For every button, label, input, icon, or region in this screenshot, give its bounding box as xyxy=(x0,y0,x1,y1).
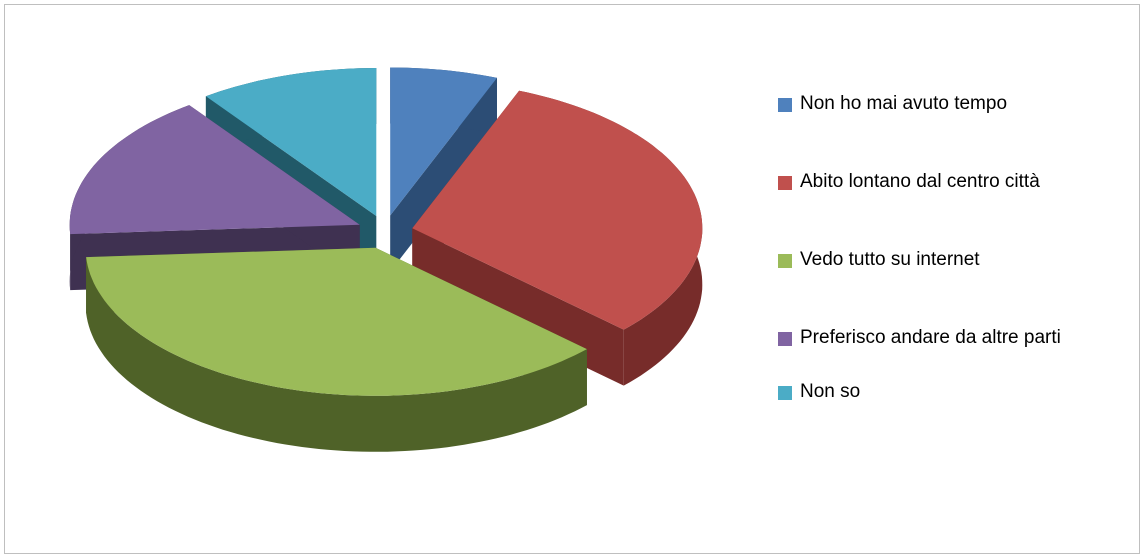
slice-wall xyxy=(86,257,587,452)
legend-item: Abito lontano dal centro città xyxy=(778,170,1138,194)
legend-label: Non so xyxy=(800,381,861,402)
legend-label: Non ho mai avuto tempo xyxy=(800,93,1008,114)
legend-swatch xyxy=(778,386,792,400)
legend-swatch xyxy=(778,332,792,346)
legend-item: Vedo tutto su internet xyxy=(778,248,1138,272)
legend-item: Non so xyxy=(778,380,1138,404)
legend-label: Abito lontano dal centro città xyxy=(800,171,1040,192)
legend-label: Vedo tutto su internet xyxy=(800,249,980,270)
slice xyxy=(86,247,587,452)
slice-top xyxy=(412,90,703,330)
legend: Non ho mai avuto tempo Abito lontano dal … xyxy=(778,92,1138,458)
legend-swatch xyxy=(778,98,792,112)
legend-item: Preferisco andare da altre parti xyxy=(778,326,1090,350)
legend-label: Preferisco andare da altre parti xyxy=(800,327,1061,348)
legend-item: Non ho mai avuto tempo xyxy=(778,92,1138,116)
slice-top xyxy=(390,67,497,216)
slice-top xyxy=(86,247,587,396)
slice-top xyxy=(205,68,377,216)
slice-top xyxy=(69,105,360,235)
legend-swatch xyxy=(778,176,792,190)
legend-swatch xyxy=(778,254,792,268)
